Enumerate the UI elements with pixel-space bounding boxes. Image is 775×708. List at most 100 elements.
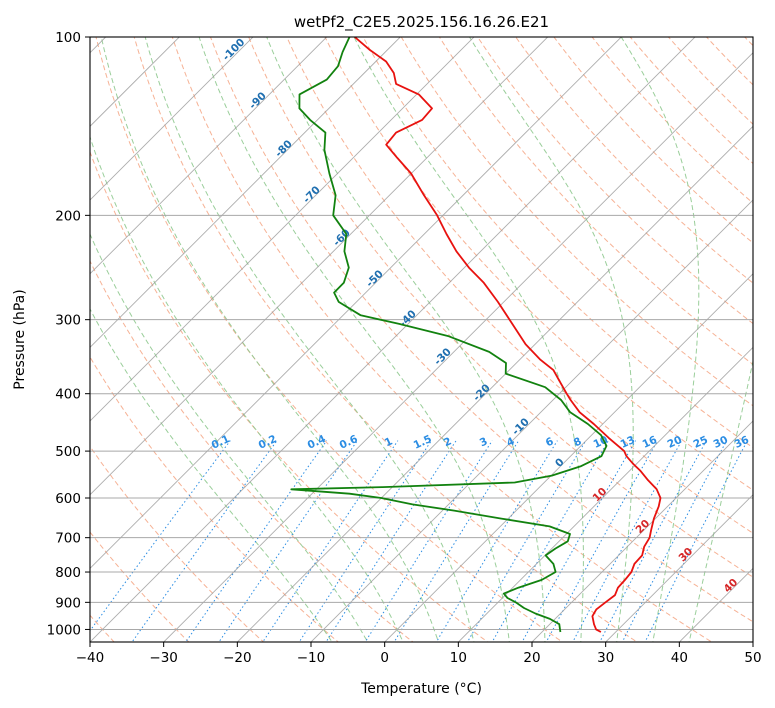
x-tick-label: −30 xyxy=(149,650,178,666)
mixing-ratio-label: 4 xyxy=(505,435,517,449)
isotherm-label: -70 xyxy=(301,184,323,206)
isotherm-label: 20 xyxy=(633,517,652,536)
mixing-ratio-label: 25 xyxy=(692,434,710,451)
x-axis-ticks: −40 −30 −20 −10 0 10 20 30 40 50 xyxy=(76,642,762,666)
isotherm-line xyxy=(236,125,753,642)
dry-adiabat-line xyxy=(744,37,753,47)
moist-adiabat-line xyxy=(353,37,584,642)
dry-adiabat-line xyxy=(248,37,753,578)
y-tick-label: 1000 xyxy=(47,622,81,638)
chart-title: wetPf2_C2E5.2025.156.16.26.E21 xyxy=(294,13,549,32)
isotherm-line xyxy=(90,37,696,642)
moist-adiabat-line xyxy=(198,37,510,642)
isotherm-line xyxy=(90,37,549,496)
x-tick-label: −40 xyxy=(76,650,105,666)
mixing-ratio-label: 0.2 xyxy=(257,433,279,452)
isotherm-label: 40 xyxy=(721,576,740,595)
mixing-ratio-label: 0.4 xyxy=(306,433,328,452)
isotherm-line xyxy=(90,37,254,201)
grid-lines xyxy=(0,10,753,654)
isotherm-line xyxy=(163,52,753,642)
mixing-ratio-label: 3 xyxy=(478,435,490,449)
mixing-ratio-label: 2 xyxy=(442,435,454,449)
temperature-profile-line xyxy=(354,37,662,633)
isotherm-line xyxy=(90,37,180,127)
y-tick-label: 900 xyxy=(55,595,81,611)
dry-adiabat-line xyxy=(209,37,753,623)
x-tick-label: 40 xyxy=(671,650,688,666)
dry-adiabat-line xyxy=(400,37,753,407)
x-tick-label: 10 xyxy=(450,650,467,666)
isotherm-label: -20 xyxy=(471,382,493,404)
mixing-ratio-label: 36 xyxy=(733,434,751,451)
y-tick-label: 400 xyxy=(55,387,81,403)
dry-adiabat-line xyxy=(171,37,713,642)
y-tick-label: 700 xyxy=(55,531,81,547)
mixing-ratio-line xyxy=(466,440,587,642)
dry-adiabat-line xyxy=(133,37,638,642)
dry-adiabat-line xyxy=(629,37,753,165)
isotherm-line xyxy=(457,346,753,642)
dry-adiabat-line xyxy=(553,37,753,244)
dry-adiabat-line xyxy=(705,37,753,86)
dry-adiabat-line xyxy=(90,531,190,642)
x-tick-label: 20 xyxy=(523,650,540,666)
dry-adiabat-line xyxy=(438,37,753,366)
mixing-ratio-line xyxy=(572,440,683,642)
profile-series xyxy=(290,37,662,633)
mixing-ratio-line xyxy=(599,440,707,642)
isotherm-line xyxy=(0,10,59,654)
mixing-ratio-line xyxy=(90,440,231,632)
moist-adiabat-line xyxy=(90,308,333,642)
moist-adiabat-line xyxy=(90,232,369,642)
x-tick-label: 30 xyxy=(597,650,614,666)
mixing-ratio-line xyxy=(262,440,399,642)
moist-adiabat-line xyxy=(266,37,546,642)
dewpoint-profile-line xyxy=(290,37,608,633)
mixing-ratio-line xyxy=(435,440,558,642)
y-tick-label: 300 xyxy=(55,313,81,329)
isotherm-line xyxy=(752,641,753,642)
moist-adiabat-line xyxy=(688,358,753,642)
isotherm-line xyxy=(310,199,753,642)
mixing-ratio-line xyxy=(325,440,457,642)
mixing-ratio-label: 16 xyxy=(641,434,659,451)
x-axis-label: Temperature (°C) xyxy=(360,681,482,697)
mixing-ratio-line xyxy=(364,440,493,642)
isotherm-label: -60 xyxy=(331,227,353,249)
mixing-ratio-line xyxy=(521,440,637,642)
mixing-ratio-label: 13 xyxy=(619,434,637,451)
isotherm-label: -90 xyxy=(247,90,269,112)
dry-adiabat-line xyxy=(591,37,753,204)
isotherm-label: -10 xyxy=(510,416,532,438)
x-tick-label: −20 xyxy=(223,650,252,666)
isotherm-label: -50 xyxy=(364,268,386,290)
y-axis-ticks: 100 200 300 400 500 600 700 800 900 1000 xyxy=(47,30,90,638)
background-lines xyxy=(90,24,775,654)
dry-adiabat-line xyxy=(90,356,340,642)
mixing-ratio-labels: 0.1 0.2 0.4 0.6 1 1.5 2 3 4 6 8 10 13 16 20 25 30 36 xyxy=(210,433,751,452)
y-tick-label: 800 xyxy=(55,565,81,581)
mixing-ratio-line xyxy=(621,440,728,642)
isotherm-line xyxy=(90,37,622,570)
isotherm-label: 30 xyxy=(676,545,695,564)
dry-adiabat-line xyxy=(515,37,753,284)
mixing-ratio-line xyxy=(131,440,278,642)
mixing-ratio-label: 8 xyxy=(572,435,584,449)
isotherm-line xyxy=(90,37,328,275)
y-tick-label: 200 xyxy=(55,208,81,224)
mixing-ratio-line xyxy=(491,440,609,642)
isotherm-label: -80 xyxy=(273,138,295,160)
dry-adiabat-line xyxy=(95,37,564,642)
dry-adiabat-line xyxy=(770,24,775,654)
x-tick-label: −10 xyxy=(297,650,326,666)
isotherm-line xyxy=(605,494,753,642)
isotherm-label: -30 xyxy=(432,346,454,368)
x-tick-label: 50 xyxy=(744,650,761,666)
isotherm-label: 10 xyxy=(590,485,609,504)
dry-adiabat-line xyxy=(324,37,753,491)
isotherm-label: 0 xyxy=(553,456,567,470)
dry-adiabat-line xyxy=(90,259,414,642)
plot-frame xyxy=(89,36,754,643)
